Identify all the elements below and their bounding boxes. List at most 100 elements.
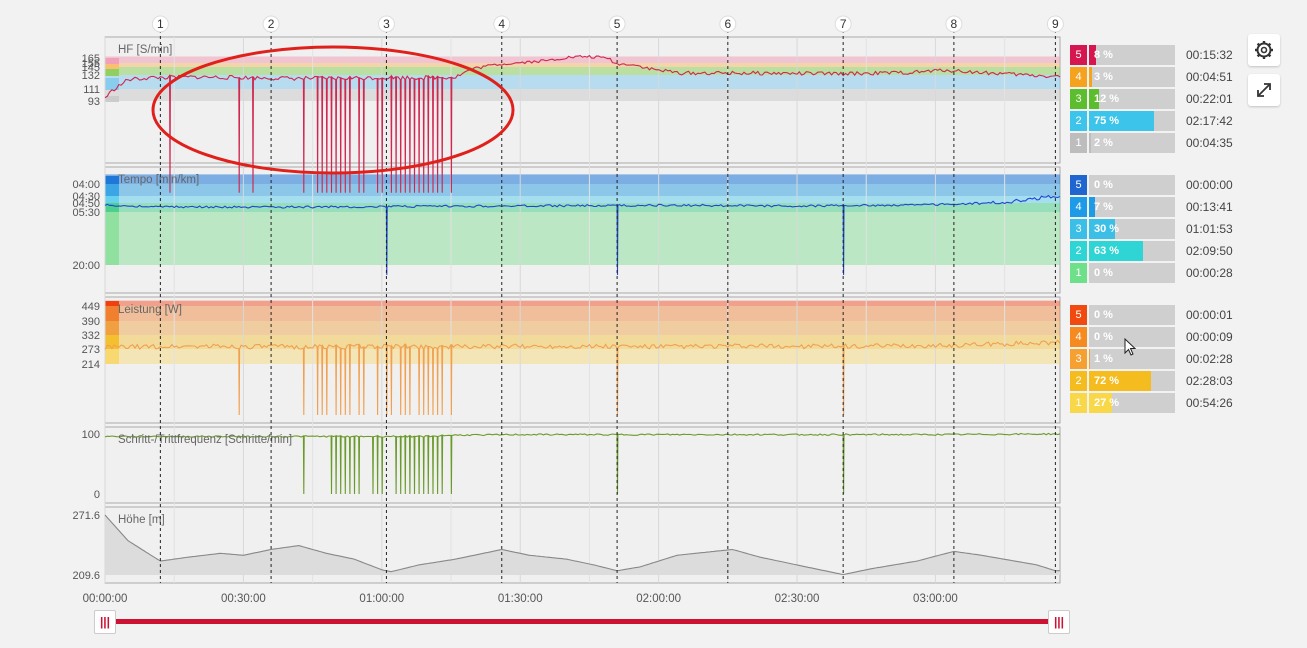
cadence-series-line — [104, 432, 1061, 495]
zone-bar: 0 % — [1089, 175, 1175, 195]
zone-number: 4 — [1070, 327, 1087, 347]
x-tick-label: 00:00:00 — [83, 593, 128, 605]
hr-series-line — [104, 54, 1061, 193]
zone-percent: 72 % — [1094, 375, 1120, 387]
hr-y-tick: 165 — [82, 53, 100, 65]
cadence-y-tick: 0 — [94, 489, 100, 501]
pace-zone-marker-3 — [105, 196, 119, 203]
power-panel-bg — [104, 296, 1061, 424]
zone-number: 5 — [1070, 305, 1087, 325]
zone-percent: 63 % — [1094, 245, 1120, 257]
highlight-ellipse — [151, 45, 515, 175]
hr-zone-row: 1 2 % 00:04:35 — [1070, 133, 1250, 153]
zone-bar-fill — [1089, 393, 1113, 413]
zone-percent: 1 % — [1094, 353, 1113, 365]
zone-bar: 0 % — [1089, 263, 1175, 283]
hr-zone-row: 2 75 % 02:17:42 — [1070, 111, 1250, 131]
power-zone-marker-1 — [105, 349, 119, 364]
expand-button[interactable] — [1248, 74, 1280, 106]
power-y-tick: 449 — [82, 301, 100, 313]
alt-y-tick: 271.6 — [72, 510, 100, 522]
settings-button[interactable] — [1248, 34, 1280, 66]
pace-zone-marker-5 — [105, 176, 119, 184]
mouse-cursor-icon — [1124, 338, 1137, 356]
hr-zone-marker-4 — [105, 64, 119, 69]
zone-number: 3 — [1070, 349, 1087, 369]
pace-y-tick: 04:50 — [72, 198, 100, 210]
zone-bar: 63 % — [1089, 241, 1175, 261]
power-zone-band-3 — [105, 321, 1060, 335]
lap-marker-label: 3 — [383, 17, 390, 31]
zone-bar-fill — [1089, 219, 1115, 239]
hr-zone-band-3 — [105, 67, 1060, 75]
zone-duration: 00:54:26 — [1186, 396, 1233, 410]
zone-number: 2 — [1070, 371, 1087, 391]
zone-bar: 27 % — [1089, 393, 1175, 413]
lap-marker-label: 8 — [951, 17, 958, 31]
zone-bar-fill — [1089, 371, 1151, 391]
range-slider-track[interactable] — [104, 619, 1059, 624]
pace-zone-marker-1 — [105, 212, 119, 265]
zone-number: 3 — [1070, 89, 1087, 109]
lap-marker-badge — [262, 15, 280, 33]
zone-bar-fill — [1089, 349, 1090, 369]
alt-title: Höhe [m] — [118, 514, 165, 526]
hr-zone-marker-5 — [105, 58, 119, 64]
zone-bar: 72 % — [1089, 371, 1175, 391]
pace-zone-row: 5 0 % 00:00:00 — [1070, 175, 1250, 195]
zone-percent: 7 % — [1094, 201, 1113, 213]
pace-y-tick: 04:30 — [72, 191, 100, 203]
lap-marker-badge — [377, 15, 395, 33]
hr-y-tick: 111 — [83, 84, 100, 96]
zone-number: 4 — [1070, 67, 1087, 87]
hr-zone-marker-2 — [105, 78, 119, 90]
alt-y-tick: 209.6 — [72, 570, 100, 582]
zone-number: 2 — [1070, 241, 1087, 261]
lap-marker-label: 5 — [614, 17, 621, 31]
lap-marker-badge — [719, 15, 737, 33]
pace-zone-row: 2 63 % 02:09:50 — [1070, 241, 1250, 261]
pace-zone-band-2 — [105, 203, 1060, 212]
zone-bar: 75 % — [1089, 111, 1175, 131]
zone-bar: 3 % — [1089, 67, 1175, 87]
zone-bar: 0 % — [1089, 305, 1175, 325]
zone-bar-fill — [1089, 197, 1096, 217]
hr-zone-marker-1 — [105, 96, 119, 102]
zone-duration: 00:00:01 — [1186, 308, 1233, 322]
pace-y-tick: 04:00 — [72, 179, 100, 191]
zone-number: 1 — [1070, 133, 1087, 153]
pace-zone-band-1 — [105, 212, 1060, 265]
gear-icon — [1255, 41, 1273, 59]
zone-duration: 00:02:28 — [1186, 352, 1233, 366]
zone-duration: 02:17:42 — [1186, 114, 1233, 128]
zone-number: 3 — [1070, 219, 1087, 239]
x-tick-label: 01:30:00 — [498, 593, 543, 605]
lap-marker-badge — [493, 15, 511, 33]
lap-marker-label: 2 — [268, 17, 275, 31]
alt-area — [105, 515, 1060, 575]
hr-zone-marker-3 — [105, 69, 119, 76]
hr-zone-band-2 — [105, 75, 1060, 89]
zone-duration: 00:15:32 — [1186, 48, 1233, 62]
range-slider-left-handle[interactable]: ||| — [94, 610, 116, 634]
zone-number: 1 — [1070, 393, 1087, 413]
cadence-y-tick: 100 — [82, 429, 100, 441]
zone-number: 1 — [1070, 263, 1087, 283]
pace-zone-band-3 — [105, 196, 1060, 203]
power-zone-band-1 — [105, 349, 1060, 364]
lap-marker-label: 4 — [498, 17, 505, 31]
zone-duration: 00:22:01 — [1186, 92, 1233, 106]
zone-percent: 75 % — [1094, 115, 1120, 127]
zone-bar-fill — [1089, 89, 1100, 109]
zone-number: 4 — [1070, 197, 1087, 217]
power-zone-marker-4 — [105, 306, 119, 321]
hr-zone-band-4 — [105, 63, 1060, 67]
zone-duration: 02:09:50 — [1186, 244, 1233, 258]
zone-bar: 7 % — [1089, 197, 1175, 217]
range-slider-right-handle[interactable]: ||| — [1048, 610, 1070, 634]
zone-bar: 8 % — [1089, 45, 1175, 65]
hr-y-tick: 93 — [88, 96, 100, 108]
lap-marker-badge — [834, 15, 852, 33]
hr-y-tick: 155 — [82, 58, 100, 70]
